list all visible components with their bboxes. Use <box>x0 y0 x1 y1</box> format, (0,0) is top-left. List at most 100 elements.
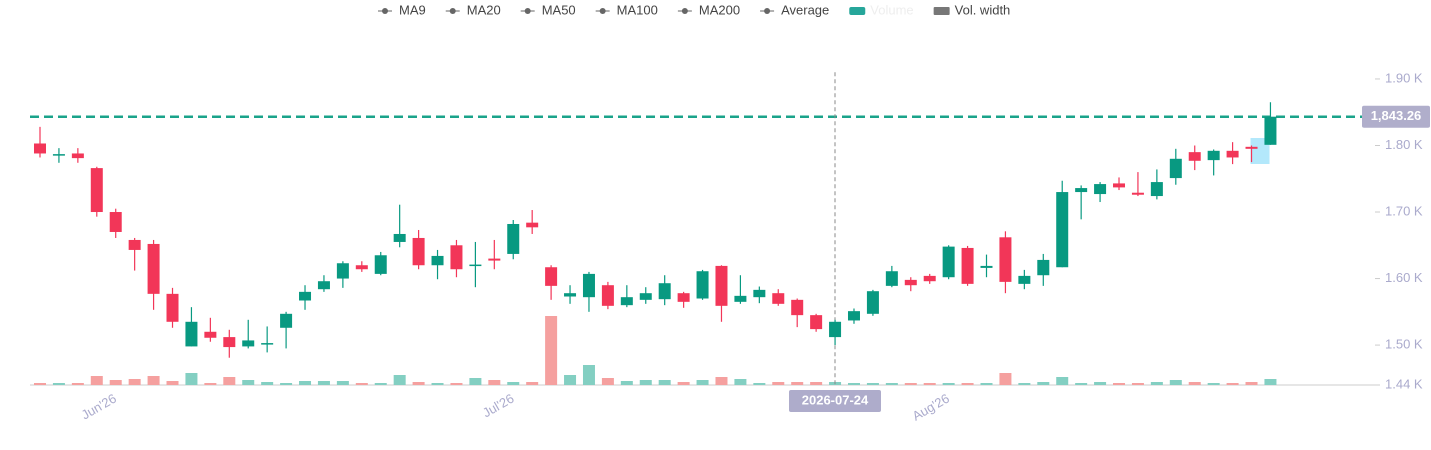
volume-bar <box>507 382 520 385</box>
price-label: 1,843.26 <box>1371 108 1422 123</box>
candle-body <box>1169 158 1182 179</box>
candle-body <box>658 283 671 300</box>
candle-body <box>1226 150 1239 158</box>
legend-swatch <box>764 8 771 14</box>
volume-bar <box>1264 379 1277 385</box>
candle-body <box>772 293 785 304</box>
volume-bar <box>1169 380 1182 385</box>
volume-bar <box>847 383 860 385</box>
x-tick-label: Aug'26 <box>910 391 952 424</box>
volume-bar <box>317 381 330 385</box>
volume-bar <box>223 377 236 385</box>
volume-bar <box>980 383 993 385</box>
candle-body <box>1075 188 1088 193</box>
y-tick-label: 1.70 K <box>1385 203 1423 218</box>
legend-label: Vol. width <box>955 2 1011 17</box>
volume-bar <box>526 382 539 385</box>
volume-bar <box>204 383 217 385</box>
candle-body <box>847 311 860 321</box>
candle-body <box>866 291 879 314</box>
legend-swatch <box>382 8 388 14</box>
volume-bar <box>885 383 898 385</box>
candle-body <box>450 245 463 270</box>
volume-bar <box>866 383 879 385</box>
volume-bar <box>639 380 652 385</box>
volume-bar <box>1226 383 1239 385</box>
volume-bar <box>791 382 804 385</box>
volume-bar <box>1188 382 1201 385</box>
volume-bar <box>961 383 974 385</box>
legend-item: MA200 <box>677 2 740 17</box>
volume-bar <box>336 381 349 385</box>
legend-swatch <box>449 8 456 14</box>
y-tick-label: 1.44 K <box>1385 376 1423 391</box>
candle-body <box>242 340 255 347</box>
legend-item: MA50 <box>520 2 576 17</box>
volume-bar <box>1018 383 1031 385</box>
y-tick-label: 1.50 K <box>1385 337 1423 352</box>
volume-bar <box>412 382 425 385</box>
volume-bar <box>147 376 160 385</box>
candle-body <box>980 265 993 268</box>
candle-body <box>639 293 652 300</box>
y-tick-label: 1.90 K <box>1385 70 1423 85</box>
legend-label: Volume <box>870 2 913 17</box>
candle-body <box>904 279 917 286</box>
volume-bar <box>393 375 406 385</box>
legend-item: Average <box>760 2 829 17</box>
volume-bar <box>185 373 198 385</box>
volume-bar <box>431 383 444 385</box>
candle-body <box>734 295 747 302</box>
legend-label: MA9 <box>399 2 426 17</box>
candle-body <box>1207 150 1220 161</box>
volume-bar <box>166 381 179 385</box>
legend-swatch <box>599 8 606 14</box>
volume-bar <box>923 383 936 385</box>
volume-bar <box>374 383 387 385</box>
candle-body <box>1188 152 1201 161</box>
candle-body <box>223 337 236 348</box>
volume-bar <box>942 383 955 385</box>
legend-swatch <box>524 8 531 14</box>
candle-body <box>128 239 141 250</box>
volume-bar <box>109 380 122 385</box>
volume-bar <box>677 382 690 385</box>
volume-bar <box>1094 382 1107 385</box>
volume-bar <box>90 376 103 385</box>
candle-body <box>185 321 198 347</box>
candle-body <box>696 271 709 299</box>
candle-body <box>677 293 690 302</box>
legend-label: MA50 <box>542 2 576 17</box>
candle-body <box>715 265 728 306</box>
candle-body <box>355 265 368 270</box>
legend-swatch <box>933 7 950 15</box>
price-label-bg <box>1362 105 1430 128</box>
legend-label: MA200 <box>699 2 740 17</box>
candle-body <box>1094 184 1107 195</box>
volume-bar <box>1245 382 1258 385</box>
candle-body <box>753 289 766 298</box>
legend-item: MA9 <box>378 2 426 17</box>
y-tick-label: 1.80 K <box>1385 137 1423 152</box>
volume-bar <box>696 380 709 385</box>
candle-body <box>961 247 974 284</box>
volume-bar <box>545 316 558 385</box>
candle-body <box>507 223 520 254</box>
legend-swatch <box>681 8 688 14</box>
crosshair-label: 2026-07-24 <box>802 392 869 407</box>
candle-body <box>923 275 936 282</box>
candle-body <box>810 315 823 330</box>
volume-bar <box>1207 383 1220 385</box>
volume-bar <box>1037 382 1050 385</box>
candle-body <box>942 246 955 278</box>
volume-bar <box>71 383 84 385</box>
candle-body <box>1037 259 1050 276</box>
volume-bar <box>355 383 368 385</box>
volume-bar <box>299 381 312 385</box>
volume-bar <box>280 383 293 385</box>
volume-bar <box>734 379 747 385</box>
x-tick-label: Jul'26 <box>480 391 517 421</box>
crosshair-label-bg <box>789 390 881 412</box>
candle-body <box>204 331 217 338</box>
candle-body <box>829 321 842 338</box>
